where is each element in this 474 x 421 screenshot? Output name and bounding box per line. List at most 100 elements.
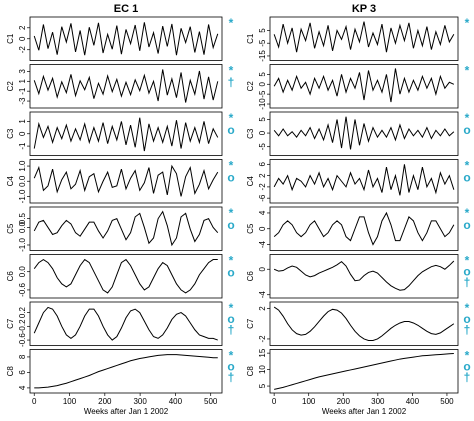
y-tick-label: 4 xyxy=(258,210,267,215)
y-tick-label: 15 xyxy=(258,348,267,357)
y-tick-label: -5 xyxy=(258,143,267,151)
y-tick-label: 5 xyxy=(258,72,267,77)
chart-title: EC 1 xyxy=(114,3,138,15)
y-tick-label: -0.6 xyxy=(18,282,27,296)
y-tick-label: 0.0 xyxy=(18,175,27,187)
panel-frame xyxy=(29,64,223,109)
y-tick-label: 5 xyxy=(258,383,267,388)
y-axis-label: C2 xyxy=(6,81,15,92)
y-axis-label: C1 xyxy=(6,33,15,44)
x-tick-label: 400 xyxy=(169,397,183,406)
series-line xyxy=(33,164,219,197)
marker-symbol: o xyxy=(227,266,234,280)
marker-symbol: o xyxy=(463,312,470,326)
panel-frame xyxy=(29,206,223,251)
y-tick-label: 5 xyxy=(258,28,267,33)
y-tick-label: 0 xyxy=(18,36,27,41)
marker-symbol: * xyxy=(229,64,234,78)
y-axis-label: C3 xyxy=(246,128,255,139)
y-axis-label: C8 xyxy=(246,366,255,377)
series-line xyxy=(33,258,218,294)
y-tick-label: 6 xyxy=(258,162,267,167)
marker-symbol: † xyxy=(464,276,471,290)
marker-symbol: o xyxy=(463,171,470,185)
x-tick-label: 500 xyxy=(440,397,454,406)
y-tick-label: 0.2 xyxy=(18,306,27,318)
y-tick-label: -0.2 xyxy=(18,319,27,333)
y-tick-label: 0 xyxy=(18,131,27,136)
y-axis-label: C7 xyxy=(246,318,255,329)
marker-symbol: * xyxy=(229,111,234,125)
y-tick-label: 10 xyxy=(258,365,267,374)
marker-symbol: o xyxy=(463,360,470,374)
marker-symbol: * xyxy=(229,159,234,173)
y-axis-label: C1 xyxy=(246,33,255,44)
marker-symbol: † xyxy=(464,371,471,385)
y-tick-label: -1 xyxy=(18,142,27,150)
y-tick-label: 2 xyxy=(258,306,267,311)
x-tick-label: 0 xyxy=(272,397,277,406)
y-axis-label: C5 xyxy=(246,223,255,234)
x-tick-label: 400 xyxy=(406,397,420,406)
panel-frame xyxy=(269,159,459,204)
y-tick-label: -2 xyxy=(258,335,267,343)
y-tick-label: 8 xyxy=(18,354,27,359)
panel-frame xyxy=(269,349,459,394)
y-tick-label: 0 xyxy=(258,130,267,135)
marker-symbol: * xyxy=(465,206,470,220)
x-tick-label: 200 xyxy=(337,397,351,406)
y-tick-label: -10 xyxy=(258,98,267,110)
x-tick-label: 200 xyxy=(98,397,112,406)
marker-symbol: † xyxy=(228,76,235,90)
marker-symbol: o xyxy=(227,171,234,185)
marker-symbol: * xyxy=(229,16,234,30)
panel-frame xyxy=(29,16,223,61)
marker-symbol: o xyxy=(463,218,470,232)
panel-frame xyxy=(269,301,459,346)
y-axis-label: C2 xyxy=(246,81,255,92)
y-tick-label: -4 xyxy=(258,240,267,248)
y-tick-label: -3 xyxy=(18,97,27,105)
x-axis-label: Weeks after Jan 1 2002 xyxy=(84,407,169,416)
y-tick-label: -1.0 xyxy=(18,238,27,252)
marker-symbol: * xyxy=(229,254,234,268)
y-tick-label: -1 xyxy=(18,87,27,95)
y-tick-label: 6 xyxy=(18,370,27,375)
x-axis-label: Weeks after Jan 1 2002 xyxy=(322,407,407,416)
marker-symbol: † xyxy=(228,323,235,337)
panel-frame xyxy=(29,254,223,299)
y-tick-label: -4 xyxy=(258,291,267,299)
y-axis-label: C4 xyxy=(246,176,255,187)
y-axis-label: C6 xyxy=(246,271,255,282)
y-axis-label: C7 xyxy=(6,318,15,329)
x-tick-label: 300 xyxy=(371,397,385,406)
y-tick-label: -2 xyxy=(258,183,267,191)
marker-symbol: * xyxy=(229,206,234,220)
marker-symbol: o xyxy=(227,123,234,137)
marker-symbol: o xyxy=(463,265,470,279)
series-line xyxy=(33,117,219,152)
marker-symbol: * xyxy=(229,301,234,315)
series-line xyxy=(34,354,218,389)
marker-symbol: * xyxy=(465,301,470,315)
series-line xyxy=(33,306,218,341)
series-line xyxy=(273,68,455,103)
y-tick-label: 2 xyxy=(18,25,27,30)
y-tick-label: -2 xyxy=(18,46,27,54)
panel-frame xyxy=(269,111,459,156)
panel-frame xyxy=(269,254,459,299)
series-line xyxy=(273,306,455,341)
series-line xyxy=(33,22,219,56)
marker-symbol: * xyxy=(229,349,234,363)
series-line xyxy=(273,21,455,53)
panel-frame xyxy=(269,16,459,61)
marker-symbol: † xyxy=(228,371,235,385)
y-tick-label: 3 xyxy=(18,69,27,74)
marker-symbol: * xyxy=(465,64,470,78)
y-tick-label: 5 xyxy=(258,117,267,122)
series-line xyxy=(273,164,455,196)
y-tick-label: 0 xyxy=(258,266,267,271)
y-tick-label: 0.0 xyxy=(18,221,27,233)
y-tick-label: -6 xyxy=(258,194,267,202)
series-line xyxy=(273,116,455,150)
